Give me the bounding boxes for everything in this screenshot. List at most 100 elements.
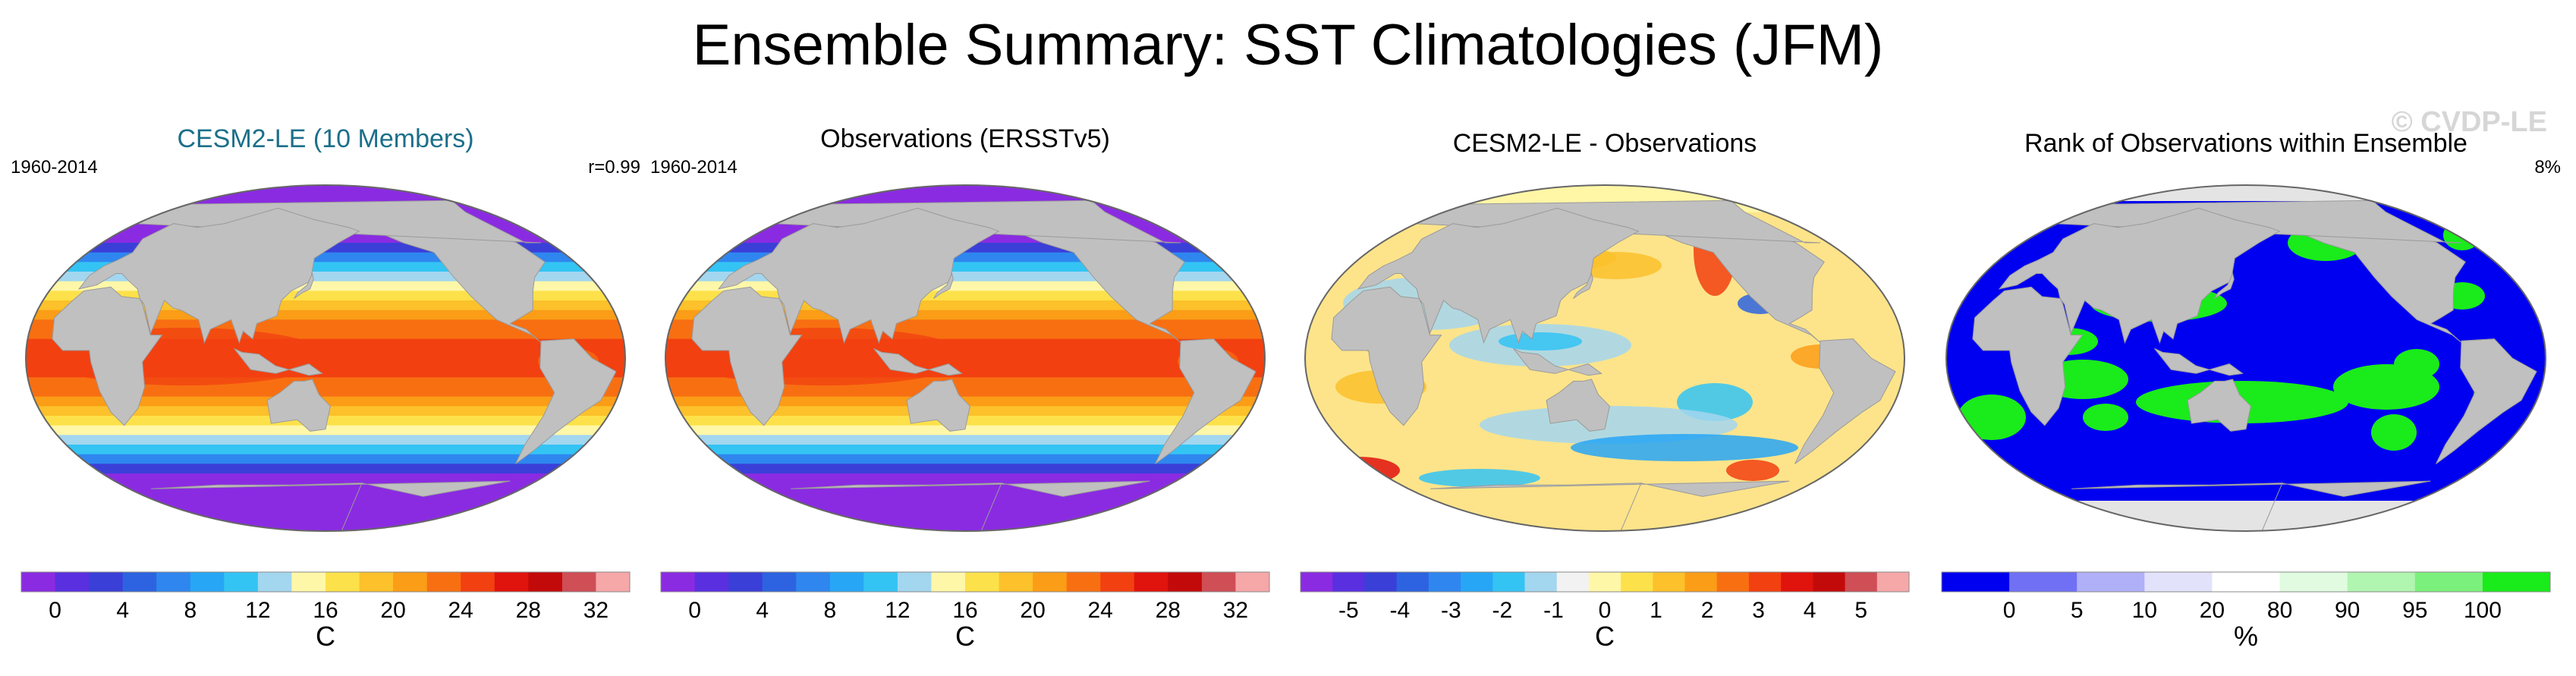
sst-band (665, 310, 1265, 321)
panel-obs: Observations (ERSSTv5) 1960-2014 0 4 8 12 16… (650, 114, 1280, 668)
colorbar-tick-label: 24 (448, 598, 473, 623)
land-japan (1573, 272, 1593, 299)
colorbar-swatch (1621, 572, 1653, 592)
colorbar-swatch (1301, 572, 1333, 592)
rank-high-region (2083, 404, 2128, 431)
colorbar-swatch (326, 572, 360, 592)
colorbar-swatch (1235, 572, 1270, 592)
colorbar-tick-label: 20 (2200, 598, 2225, 623)
colorbar-swatch (494, 572, 529, 592)
rank-high-region (2371, 414, 2417, 451)
colorbar-swatch (1524, 572, 1558, 592)
colorbar-swatch (1716, 572, 1750, 592)
colorbar-swatch (694, 572, 729, 592)
colorbar-swatch (1492, 572, 1525, 592)
colorbar-unit: C (1595, 621, 1615, 652)
colorbar-swatch (2347, 572, 2416, 592)
colorbar-tick-label: 28 (516, 598, 541, 623)
colorbar-tick-label: 4 (756, 598, 769, 623)
sst-band (665, 464, 1265, 474)
colorbar-swatch (224, 572, 259, 592)
panel-rank: Rank of Observations within Ensemble 8% … (1931, 114, 2561, 668)
colorbar-swatch (2482, 572, 2551, 592)
land-africa (1972, 286, 2084, 426)
sst-band (665, 387, 1265, 398)
colorbar-swatch (2212, 572, 2280, 592)
sst-band (665, 454, 1265, 465)
colorbar-tick-label: 3 (1752, 598, 1765, 623)
colorbar-swatch (55, 572, 90, 592)
sst-band (665, 502, 1265, 513)
colorbar-swatch (1168, 572, 1203, 592)
sst-band (665, 435, 1265, 445)
land-africa (52, 286, 163, 426)
panel-title: Rank of Observations within Ensemble (2024, 129, 2467, 158)
colorbar-swatch (1653, 572, 1685, 592)
figure-title: Ensemble Summary: SST Climatologies (JFM… (692, 13, 1884, 77)
colorbar-swatch (1556, 572, 1590, 592)
colorbar-swatch (999, 572, 1033, 592)
colorbar-tick-label: 24 (1088, 598, 1113, 623)
colorbar-tick-label: 5 (2071, 598, 2084, 623)
colorbar-swatch (393, 572, 428, 592)
colorbar-tick-label: 8 (184, 598, 197, 623)
rank-high-region (2443, 220, 2481, 250)
colorbar-swatch (596, 572, 631, 592)
land-eurasia (1357, 207, 1640, 344)
land-australia (266, 379, 331, 432)
colorbar-tick-label: 0 (49, 598, 61, 623)
sst-band (26, 492, 625, 503)
colorbar-swatch (1396, 572, 1430, 592)
land-antarctica (1430, 480, 1790, 531)
sst-map-diff (1304, 184, 1905, 532)
land-eurasia (77, 207, 360, 344)
colorbar-frame (20, 571, 631, 593)
colorbar-swatch (1588, 572, 1621, 592)
sst-map-model (25, 184, 626, 532)
colorbar-tick-label: -3 (1441, 598, 1461, 623)
sst-band (26, 252, 625, 263)
land-africa (1331, 286, 1442, 426)
colorbar-swatch (561, 572, 596, 592)
sst-band (26, 473, 625, 484)
colorbar-swatch (1033, 572, 1068, 592)
land-australia (906, 379, 970, 432)
colorbar-tick-label: 0 (2003, 598, 2016, 623)
colorbar-swatch (461, 572, 495, 592)
colorbar-swatch (897, 572, 932, 592)
colorbar-swatch (359, 572, 394, 592)
land-southeast-asia-islands (234, 347, 323, 376)
colorbar-swatch (257, 572, 292, 592)
land-australia (1546, 379, 1610, 432)
colorbar-tick-label: 10 (2132, 598, 2157, 623)
bias-patch (1499, 332, 1582, 351)
colorbar-obs: 04812162024283236 (660, 571, 1270, 623)
land-eurasia (717, 207, 1000, 344)
colorbar-tick-label: -4 (1390, 598, 1411, 623)
colorbar-tick-label: 0 (688, 598, 701, 623)
colorbar-swatch (2009, 572, 2077, 592)
colorbar-tick-label: 32 (583, 598, 609, 623)
period-label: 1960-2014 (650, 157, 738, 178)
colorbar-tick-label: -1 (1543, 598, 1564, 623)
colorbar-tick-label: 1 (1650, 598, 1662, 623)
colorbar-frame (660, 571, 1270, 593)
colorbar-swatch (661, 572, 696, 592)
colorbar-rank: 0 5 10 20 80 90 95 100 (1941, 571, 2551, 623)
colorbar-swatch (1332, 572, 1365, 592)
map-outline (1304, 184, 1905, 532)
sst-band (665, 521, 1265, 531)
colorbar-tick-label: 12 (885, 598, 910, 623)
panel-title: Observations (ERSSTv5) (820, 124, 1110, 153)
colorbar-tick-label: 4 (1804, 598, 1816, 623)
land-south-america (2436, 338, 2537, 464)
sst-band (665, 425, 1265, 436)
land-eurasia (1998, 207, 2281, 344)
colorbar-tick-label: 16 (313, 598, 338, 623)
colorbar-swatch (728, 572, 763, 592)
colorbar-tick-label: 32 (1223, 598, 1248, 623)
rank-high-region (2394, 349, 2439, 379)
colorbar-swatch (829, 572, 864, 592)
colorbar-swatch (528, 572, 563, 592)
colorbar-swatch (2414, 572, 2483, 592)
